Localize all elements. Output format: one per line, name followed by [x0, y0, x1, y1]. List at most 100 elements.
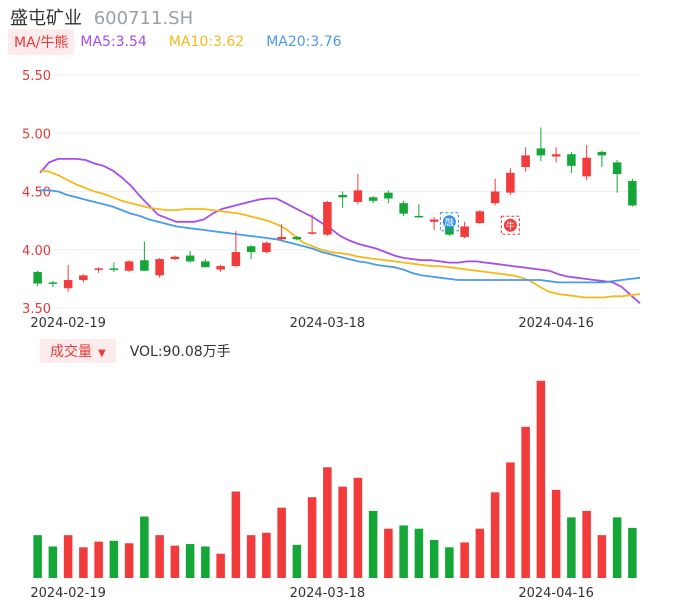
stock-code: 600711.SH: [93, 8, 194, 29]
candle-body: [216, 266, 225, 270]
candle-body: [231, 252, 241, 267]
candle-body: [368, 197, 378, 201]
candle-body: [612, 162, 622, 175]
volume-bar: [307, 497, 317, 578]
volume-bar: [231, 491, 241, 578]
volume-bar: [475, 528, 485, 578]
volume-legend: 成交量 ▼ VOL:90.08万手: [40, 339, 231, 363]
volume-bar: [170, 545, 180, 578]
volume-bar: [597, 535, 607, 578]
price-x-tick-label: 2024-04-16: [518, 316, 594, 331]
marker-frame: [500, 215, 520, 235]
candle-body: [338, 194, 347, 198]
volume-bar: [460, 542, 469, 578]
volume-bar: [48, 546, 58, 578]
candle-body: [536, 148, 546, 156]
candle-body: [414, 215, 424, 218]
volume-bar: [612, 517, 622, 578]
ma10-line: [39, 169, 641, 299]
volume-bar: [368, 510, 378, 578]
volume-bar: [277, 507, 286, 578]
candle-body: [48, 282, 58, 284]
volume-bar: [292, 544, 302, 578]
candle-body: [307, 232, 317, 234]
marker-label: 融: [445, 217, 454, 228]
price-tick-label: 4.50: [22, 186, 51, 201]
volume-x-tick-label: 2024-02-19: [30, 586, 106, 601]
ma5-legend: MA5:3.54: [80, 34, 147, 50]
candle-body: [460, 226, 469, 237]
candle-body: [628, 181, 637, 206]
candle-body: [551, 154, 561, 157]
candle-body: [277, 236, 286, 240]
volume-bar: [399, 525, 408, 578]
volume-bar: [536, 380, 546, 578]
volume-bar: [124, 543, 134, 578]
candle-body: [109, 268, 119, 270]
volume-bar: [506, 462, 515, 578]
volume-bar: [353, 477, 363, 578]
candle-body: [475, 211, 485, 223]
volume-bar: [414, 528, 424, 578]
candle-body: [79, 275, 88, 281]
candle-body: [384, 192, 393, 199]
candle-body: [33, 271, 42, 284]
ma-indicator-selector[interactable]: MA/牛熊: [8, 29, 75, 55]
volume-bar: [521, 426, 530, 578]
volume-indicator-label: 成交量: [50, 344, 92, 360]
marker-badge-icon: [442, 215, 456, 229]
candle-body: [246, 246, 256, 253]
volume-bar: [384, 528, 393, 578]
ma20-line: [40, 189, 641, 284]
volume-bar: [246, 535, 256, 578]
price-x-tick-label: 2024-03-18: [290, 316, 366, 331]
candle-body: [140, 260, 149, 271]
stock-name: 盛屯矿业: [10, 8, 82, 29]
ma10-legend: MA10:3.62: [168, 34, 245, 50]
volume-bar: [582, 510, 591, 578]
marker-frame: [439, 212, 459, 232]
candle-body: [567, 154, 576, 166]
stock-title: 盛屯矿业 600711.SH: [10, 4, 193, 30]
candle-body: [292, 236, 302, 240]
price-tick-label: 3.50: [22, 302, 51, 317]
volume-value: VOL:90.08万手: [129, 344, 231, 360]
volume-bar: [201, 546, 210, 578]
volume-bar: [490, 492, 500, 578]
volume-bar: [628, 527, 637, 578]
candle-body: [94, 268, 103, 270]
volume-bar: [63, 535, 73, 578]
volume-x-tick-label: 2024-04-16: [518, 586, 594, 601]
volume-bar: [262, 532, 271, 578]
candle-body: [124, 261, 134, 271]
candle-body: [323, 201, 332, 235]
price-tick-label: 4.00: [22, 244, 51, 259]
candle-body: [521, 155, 530, 168]
volume-bar: [33, 535, 42, 578]
candle-body: [262, 242, 271, 253]
candle-body: [353, 190, 363, 202]
caret-down-icon: ▼: [98, 348, 106, 359]
marker-label: 牛: [506, 220, 515, 232]
volume-bar: [323, 467, 332, 578]
volume-bar: [551, 489, 561, 578]
volume-bar: [109, 540, 119, 578]
candle-body: [399, 203, 408, 214]
candle-body: [506, 172, 515, 193]
volume-bar: [338, 486, 347, 578]
price-x-tick-label: 2024-02-19: [30, 316, 106, 331]
volume-bar: [567, 517, 576, 578]
marker-badge-icon: [503, 218, 517, 232]
price-tick-label: 5.00: [22, 127, 51, 142]
volume-bar: [185, 544, 195, 578]
candle-body: [170, 256, 180, 260]
candle-body: [185, 255, 195, 262]
volume-bar: [155, 535, 164, 578]
ma-legend: MA/牛熊 MA5:3.54 MA10:3.62 MA20:3.76: [8, 29, 364, 55]
volume-bar: [216, 553, 225, 578]
volume-indicator-selector[interactable]: 成交量 ▼: [40, 339, 116, 363]
volume-bar: [94, 541, 103, 578]
volume-bar: [429, 540, 439, 578]
volume-bar: [140, 516, 149, 578]
